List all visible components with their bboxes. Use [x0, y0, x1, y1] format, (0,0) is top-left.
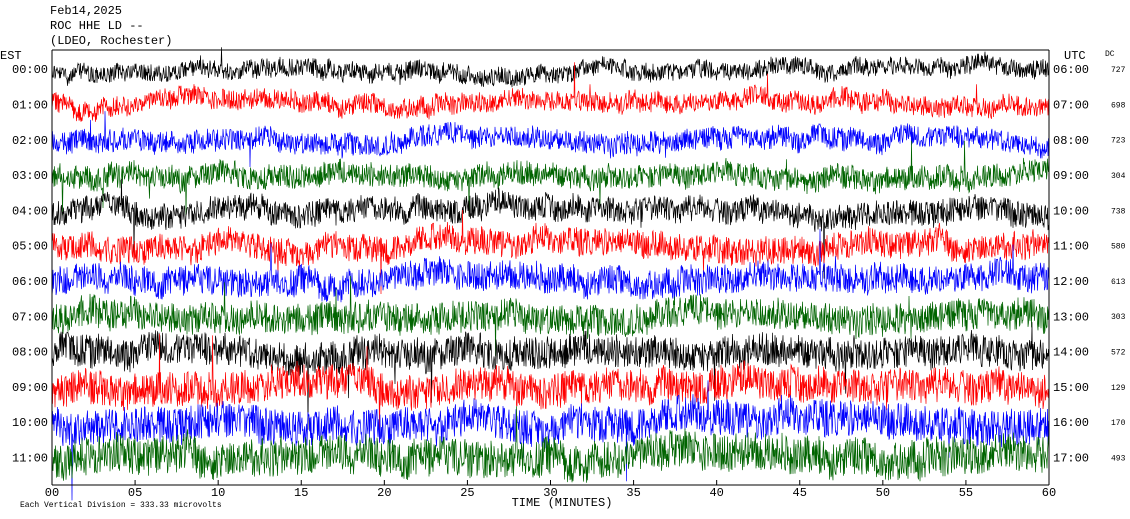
right-axis-label: UTC	[1064, 49, 1086, 63]
dc-value: 493	[1111, 454, 1126, 463]
dc-value: 738	[1111, 207, 1126, 216]
x-tick-label: 60	[1042, 486, 1056, 500]
x-tick-label: 25	[460, 486, 474, 500]
x-tick-label: 50	[876, 486, 890, 500]
est-label: 10:00	[12, 416, 48, 430]
dc-label: DC	[1105, 50, 1115, 59]
trace	[51, 62, 1050, 122]
x-tick-label: 10	[211, 486, 225, 500]
trace	[51, 380, 1050, 501]
network: (LDEO, Rochester)	[50, 34, 172, 48]
est-label: 00:00	[12, 63, 48, 77]
utc-label: 17:00	[1053, 451, 1089, 465]
x-tick-label: 00	[45, 486, 59, 500]
trace	[51, 322, 1050, 430]
dc-value: 580	[1111, 243, 1126, 252]
utc-label: 12:00	[1053, 275, 1089, 289]
utc-label: 15:00	[1053, 381, 1089, 395]
dc-value: 303	[1111, 313, 1126, 322]
trace	[51, 178, 1050, 279]
x-tick-label: 45	[793, 486, 807, 500]
traces	[51, 47, 1050, 501]
utc-label: 08:00	[1053, 134, 1089, 148]
est-label: 07:00	[12, 310, 48, 324]
utc-label: 09:00	[1053, 169, 1089, 183]
utc-label: 07:00	[1053, 98, 1089, 112]
utc-label: 14:00	[1053, 346, 1089, 360]
est-label: 06:00	[12, 275, 48, 289]
dc-value: 170	[1111, 419, 1126, 428]
left-axis-label: EST	[0, 49, 22, 63]
est-label: 11:00	[12, 451, 48, 465]
trace	[51, 228, 1050, 303]
x-tick-label: 40	[709, 486, 723, 500]
trace	[51, 209, 1050, 295]
x-tick-label: 55	[959, 486, 973, 500]
x-tick-label: 15	[294, 486, 308, 500]
utc-label: 10:00	[1053, 204, 1089, 218]
dc-value: 727	[1111, 66, 1126, 75]
est-label: 09:00	[12, 381, 48, 395]
est-label: 03:00	[12, 169, 48, 183]
trace	[51, 47, 1050, 88]
date: Feb14,2025	[50, 4, 122, 18]
x-axis-label: TIME (MINUTES)	[512, 496, 613, 510]
x-tick-label: 30	[543, 486, 557, 500]
utc-label: 11:00	[1053, 240, 1089, 254]
est-label: 08:00	[12, 346, 48, 360]
est-label: 05:00	[12, 240, 48, 254]
dc-value: 613	[1111, 278, 1126, 287]
trace	[51, 406, 1050, 483]
trace	[51, 111, 1050, 168]
dc-value: 129	[1111, 384, 1126, 393]
footer: Each Vertical Division = 333.33 microvol…	[20, 501, 222, 510]
dc-value: 304	[1111, 172, 1126, 181]
utc-label: 06:00	[1053, 63, 1089, 77]
trace	[51, 275, 1050, 356]
utc-label: 16:00	[1053, 416, 1089, 430]
dc-value: 723	[1111, 137, 1126, 146]
utc-label: 13:00	[1053, 310, 1089, 324]
station: ROC HHE LD --	[50, 19, 144, 33]
x-tick-label: 05	[128, 486, 142, 500]
x-tick-label: 35	[626, 486, 640, 500]
trace	[51, 140, 1050, 217]
x-tick-label: 20	[377, 486, 391, 500]
est-label: 02:00	[12, 134, 48, 148]
est-label: 04:00	[12, 204, 48, 218]
dc-value: 698	[1111, 101, 1126, 110]
est-label: 01:00	[12, 98, 48, 112]
trace	[51, 333, 1050, 443]
dc-value: 572	[1111, 349, 1126, 358]
